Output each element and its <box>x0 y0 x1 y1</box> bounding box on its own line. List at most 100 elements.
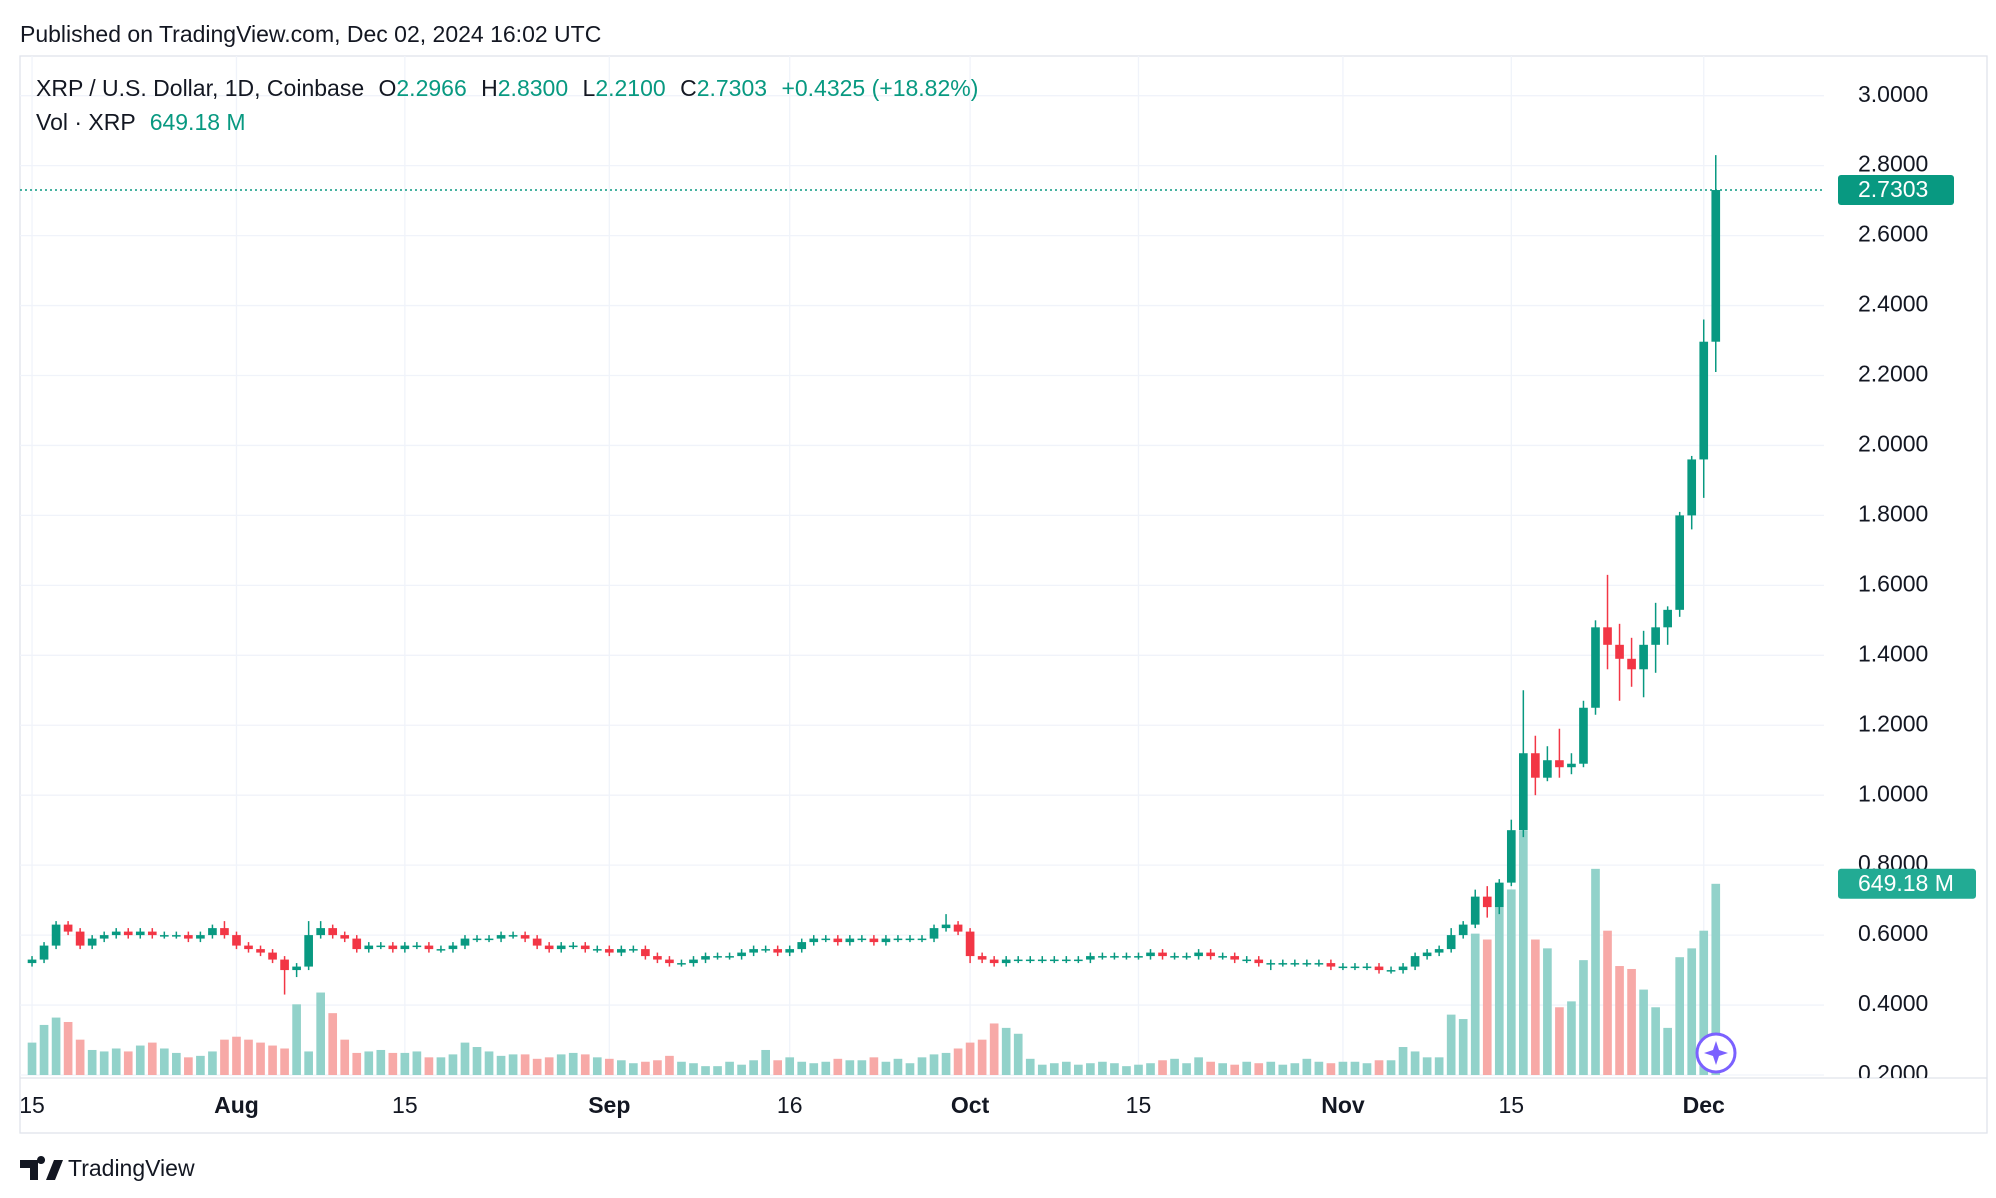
volume-bar <box>135 1045 145 1075</box>
x-tick-label: 15 <box>392 1092 418 1118</box>
volume-bar <box>1326 1063 1336 1075</box>
candle-body <box>412 945 422 948</box>
volume-bar <box>713 1066 722 1075</box>
y-tick-label: 1.6000 <box>1858 570 1928 596</box>
candle-body <box>1374 966 1384 971</box>
x-tick-label: 15 <box>19 1092 45 1118</box>
volume-value: 649.18 M <box>150 109 246 135</box>
volume-bar <box>1338 1061 1348 1075</box>
candle-body <box>496 935 506 939</box>
candle-body <box>135 931 145 936</box>
volume-bar <box>388 1052 398 1075</box>
candle-body <box>617 949 626 953</box>
volume-bar <box>508 1054 518 1075</box>
candle-body <box>87 938 97 946</box>
volume-bar <box>232 1036 241 1075</box>
candle-body <box>857 938 867 941</box>
volume-bar <box>328 1013 338 1075</box>
y-tick-label: 1.2000 <box>1858 710 1928 736</box>
volume-bar <box>1170 1058 1179 1075</box>
y-tick-label: 3.0000 <box>1858 81 1928 107</box>
volume-bar <box>544 1057 554 1075</box>
volume-bar <box>1037 1064 1047 1075</box>
candle-body <box>436 949 446 951</box>
volume-bar <box>893 1058 903 1075</box>
volume-bar <box>1110 1063 1119 1075</box>
volume-bar <box>989 1023 999 1075</box>
volume-bar <box>448 1054 458 1075</box>
volume-bar <box>1482 939 1492 1075</box>
volume-bar <box>1543 948 1552 1075</box>
candle-body <box>1326 963 1336 967</box>
volume-bar <box>689 1063 698 1075</box>
volume-bar <box>761 1049 770 1075</box>
candle-body <box>1134 956 1143 958</box>
volume-bar <box>1458 1019 1468 1075</box>
volume-bar <box>556 1054 566 1075</box>
volume-bar <box>1122 1066 1131 1075</box>
candle-body <box>256 949 265 953</box>
price-axis: 0.20000.40000.60000.80001.00001.20001.40… <box>1858 81 1928 1086</box>
volume-bar <box>833 1058 843 1075</box>
volume-bar <box>665 1055 674 1075</box>
candle-body <box>328 928 338 936</box>
candle-body <box>689 959 698 964</box>
candle-body <box>1470 896 1480 925</box>
candle-body <box>1037 959 1047 962</box>
candle-body <box>1446 935 1456 950</box>
high-key: H <box>481 75 498 101</box>
candle-body <box>1362 966 1372 969</box>
volume-bar <box>1049 1063 1059 1075</box>
candle-body <box>268 952 277 960</box>
volume-bar <box>929 1054 939 1075</box>
symbol: XRP / U.S. Dollar, 1D, Coinbase <box>36 75 364 101</box>
candle-body <box>1086 956 1095 960</box>
x-tick-label: Sep <box>588 1092 630 1118</box>
candle-body <box>544 945 554 950</box>
candle-body <box>1278 963 1288 965</box>
volume-bar <box>532 1058 542 1075</box>
grid <box>20 56 1824 1076</box>
candle-body <box>196 935 205 939</box>
x-tick-label: Aug <box>214 1092 259 1118</box>
candle-body <box>737 952 746 957</box>
candle-body <box>677 963 686 965</box>
volume-bar <box>1266 1061 1276 1075</box>
volume-bar <box>460 1042 470 1075</box>
volume-bar <box>1519 830 1528 1075</box>
ai-button-icon[interactable] <box>1704 1041 1728 1065</box>
candle-body <box>1170 956 1179 958</box>
volume-bar <box>172 1052 181 1075</box>
volume-bar <box>1086 1063 1095 1075</box>
volume-bar <box>304 1051 313 1075</box>
volume-bar <box>845 1060 855 1075</box>
volume-bar <box>147 1042 157 1075</box>
volume-bar <box>749 1060 758 1075</box>
y-tick-label: 1.0000 <box>1858 780 1928 806</box>
volume-bar <box>196 1055 205 1075</box>
volume-bar <box>1350 1061 1360 1075</box>
volume-bar <box>1446 1014 1456 1075</box>
volume-bar <box>869 1057 879 1075</box>
candle-body <box>111 931 121 936</box>
volume-bar <box>244 1039 253 1075</box>
y-tick-label: 2.2000 <box>1858 361 1928 387</box>
candle-body <box>1699 341 1709 460</box>
volume-bar <box>1591 868 1600 1075</box>
candle-body <box>1687 459 1697 516</box>
candle-body <box>1230 956 1240 960</box>
candle-body <box>665 959 674 964</box>
candle-body <box>761 949 770 951</box>
candle-body <box>123 931 133 936</box>
candle-body <box>316 928 325 936</box>
candle-body <box>1386 970 1396 972</box>
candle-body <box>833 938 843 943</box>
candle-body <box>809 938 819 943</box>
time-axis: 15 Aug 15 Sep 16 Oct 15 Nov 15 Dec <box>19 1092 1725 1118</box>
volume-bar <box>773 1060 783 1075</box>
candle-body <box>653 956 662 960</box>
y-tick-label: 0.2000 <box>1858 1060 1928 1086</box>
open-value: 2.2966 <box>396 75 466 101</box>
candle-body <box>520 935 530 939</box>
ai-button[interactable] <box>1695 1032 1737 1074</box>
